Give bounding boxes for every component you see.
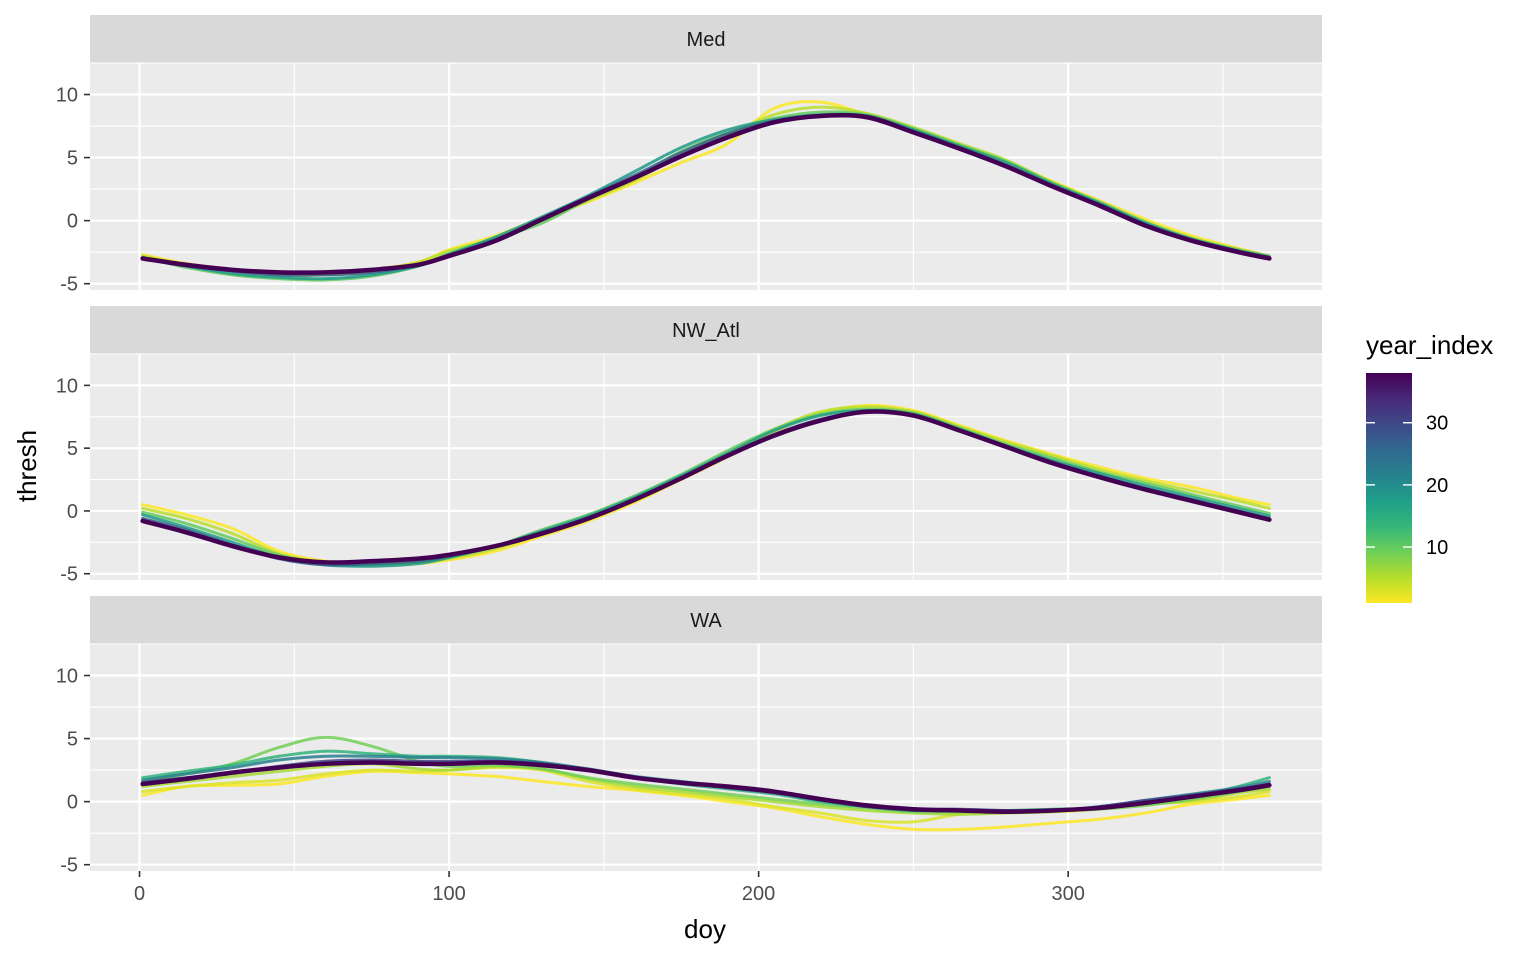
x-axis: 0 100 200 300 xyxy=(134,871,1085,905)
panel-nw-atl: NW_Atl -5 0 5 10 xyxy=(56,306,1322,586)
series-line-year-38 xyxy=(140,409,1272,565)
panel-wa: WA -5 0 5 10 xyxy=(56,596,1322,877)
y-tick-label: -5 xyxy=(60,274,78,296)
y-tick-label: -5 xyxy=(60,564,78,586)
legend-tick-label: 20 xyxy=(1426,475,1448,497)
x-axis-title: doy xyxy=(684,914,726,944)
y-tick-label: 5 xyxy=(67,438,78,460)
facet-strip xyxy=(90,596,1322,644)
facet-strip-label: NW_Atl xyxy=(672,320,740,342)
legend-ticks: 10 20 30 xyxy=(1366,413,1448,559)
y-tick-label: 0 xyxy=(67,211,78,233)
facet-strip-label: WA xyxy=(690,610,722,632)
series-lines xyxy=(140,735,1272,832)
facet-strip xyxy=(90,306,1322,354)
y-tick-label: 10 xyxy=(56,666,78,688)
x-tick-label: 300 xyxy=(1051,883,1084,905)
color-legend: year_index 10 20 30 xyxy=(1366,330,1493,603)
facet-strip-label: Med xyxy=(687,29,726,51)
y-tick-label: 0 xyxy=(67,792,78,814)
series-line-year-1 xyxy=(141,769,1271,832)
series-line-year-38 xyxy=(140,760,1272,814)
legend-tick-label: 10 xyxy=(1426,537,1448,559)
panels-group: Med -5 0 5 10 NW_Atl -5 0 5 10 WA -5 0 5 10 xyxy=(56,15,1322,877)
y-axis-title: thresh xyxy=(12,430,42,502)
x-tick-label: 200 xyxy=(742,883,775,905)
series-lines xyxy=(140,100,1272,282)
x-tick-label: 0 xyxy=(134,883,145,905)
panel-med: Med -5 0 5 10 xyxy=(56,15,1322,296)
facet-strip xyxy=(90,15,1322,63)
panel-background xyxy=(90,63,1322,290)
legend-colorbar xyxy=(1366,373,1412,603)
y-tick-label: 10 xyxy=(56,375,78,397)
y-tick-label: 5 xyxy=(67,729,78,751)
series-lines xyxy=(140,403,1272,568)
y-tick-label: 5 xyxy=(67,148,78,170)
legend-title: year_index xyxy=(1366,330,1493,360)
x-tick-label: 100 xyxy=(432,883,465,905)
series-line-year-38 xyxy=(140,113,1272,275)
y-tick-label: 0 xyxy=(67,501,78,523)
legend-tick-label: 30 xyxy=(1426,413,1448,435)
y-tick-label: -5 xyxy=(60,855,78,877)
y-tick-label: 10 xyxy=(56,85,78,107)
